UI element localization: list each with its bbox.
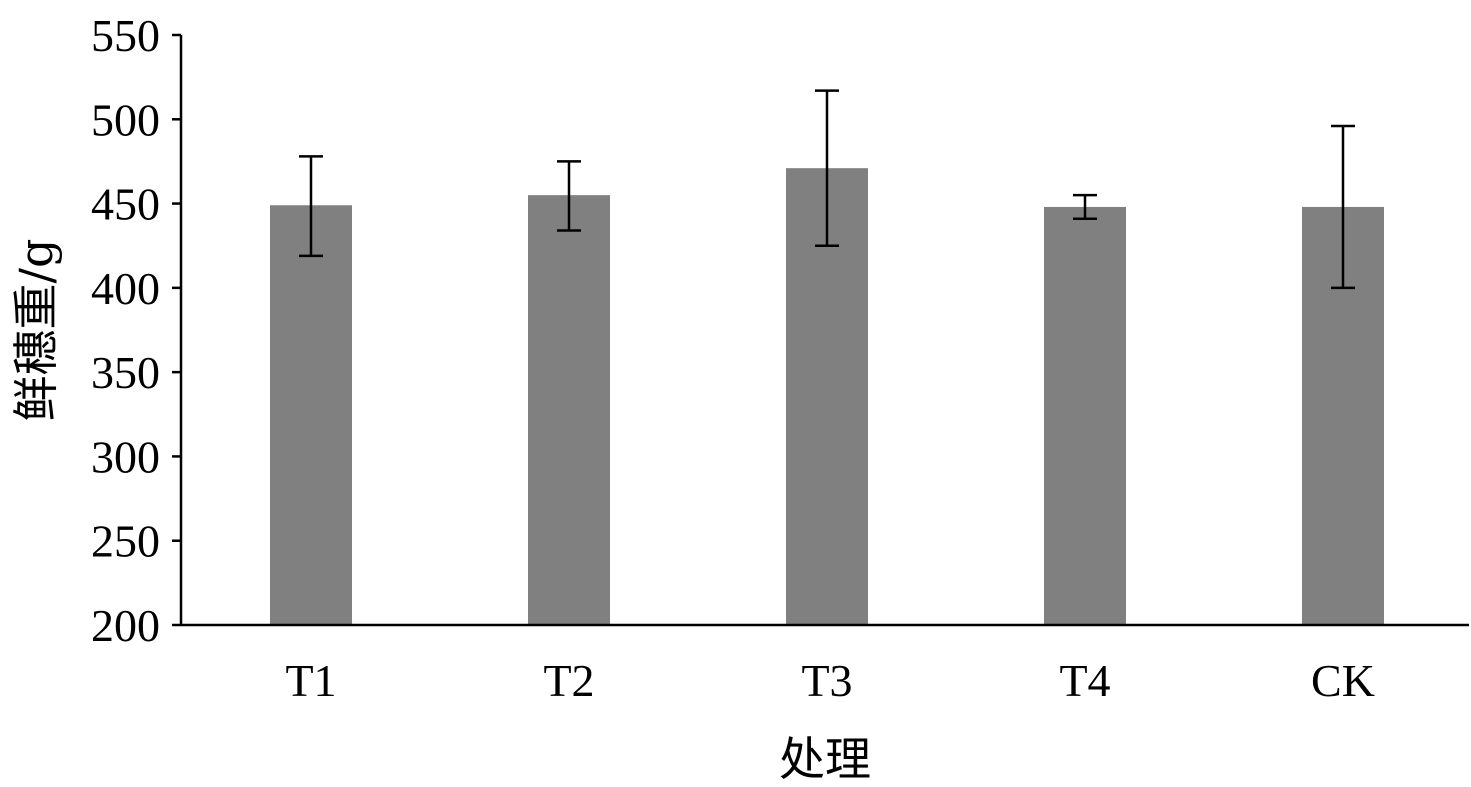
x-tick-label-t2: T2 (543, 655, 594, 706)
error-bar-t4 (1073, 193, 1097, 220)
y-axis-title: 鲜穗重/g (9, 239, 63, 422)
error-bars-layer (299, 89, 1355, 290)
error-bar-t3 (815, 89, 839, 247)
bars-layer (270, 168, 1384, 625)
x-axis-title: 处理 (779, 732, 871, 786)
bar-t2 (528, 195, 610, 625)
y-tick-label-500: 500 (91, 94, 160, 145)
x-tick-label-t3: T3 (801, 655, 852, 706)
y-tick-label-550: 550 (91, 10, 160, 61)
error-bar-t2 (557, 160, 581, 232)
bar-t1 (270, 205, 352, 625)
labels-layer: T1 T2 T3 T4 CK 200 250 300 350 400 450 500 550 (91, 10, 1375, 706)
y-tick-label-300: 300 (91, 431, 160, 482)
y-tick-label-200: 200 (91, 600, 160, 651)
error-bar-ck (1331, 124, 1355, 290)
x-tick-label-ck: CK (1311, 655, 1375, 706)
y-tick-label-450: 450 (91, 179, 160, 230)
y-tick-label-350: 350 (91, 347, 160, 398)
x-tick-label-t1: T1 (285, 655, 336, 706)
error-bar-t1 (299, 155, 323, 258)
y-tick-label-250: 250 (91, 516, 160, 567)
axes-layer (172, 33, 1469, 627)
x-tick-label-t4: T4 (1059, 655, 1110, 706)
y-tick-label-400: 400 (91, 263, 160, 314)
bar-t4 (1044, 206, 1126, 625)
